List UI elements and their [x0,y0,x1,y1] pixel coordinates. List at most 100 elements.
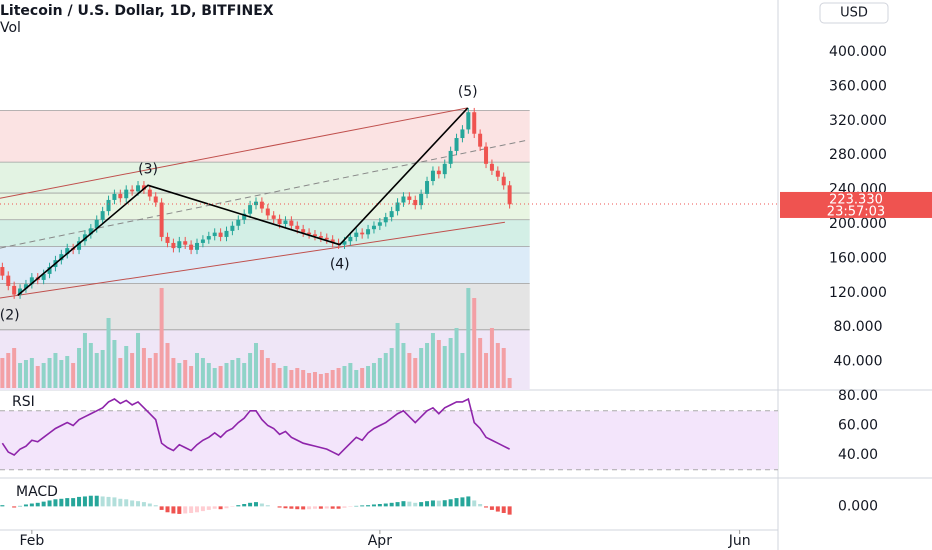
y-tick-label: 360.000 [829,78,887,94]
volume-bar [41,363,46,388]
macd-histogram-bar [88,495,93,507]
macd-histogram-bar [425,501,430,507]
volume-bar [366,366,371,388]
candle-body [0,267,5,276]
macd-histogram-bar [106,496,111,507]
volume-bar [425,343,430,388]
volume-bar [82,333,87,388]
volume-bar [501,348,506,388]
candle-body [395,202,400,212]
macd-histogram-bar [224,506,229,509]
macd-histogram-bar [65,498,70,507]
macd-histogram-bar [301,506,306,510]
candle-body [448,150,453,164]
candle-body [242,213,247,220]
volume-bar [159,288,164,388]
candle-body [12,285,17,295]
fib-band [0,219,530,247]
volume-bar [118,358,123,388]
macd-histogram-bar [478,504,483,507]
volume-bar [354,370,359,388]
volume-bar [23,360,28,388]
volume-bar [77,348,82,388]
macd-histogram-bar [366,505,371,507]
macd-histogram-bar [141,502,146,507]
candle-body [301,229,306,233]
macd-histogram-bar [35,502,40,507]
volume-bar [253,343,258,388]
volume-bar [436,340,441,388]
candle-body [230,225,235,231]
volume-bar [495,343,500,388]
volume-bar [478,338,483,388]
volume-bar [94,353,99,388]
macd-histogram-bar [430,500,435,507]
candle-body [94,219,99,229]
macd-histogram-bar [71,498,76,507]
volume-bar [100,350,105,388]
candle-body [307,232,312,235]
macd-histogram-bar [206,506,211,510]
macd-histogram-bar [147,503,152,507]
volume-bar [419,348,424,388]
currency-box [819,2,889,24]
candle-body [41,273,46,280]
candle-body [100,211,105,220]
macd-histogram-bar [23,504,28,507]
volume-bar [489,328,494,388]
macd-histogram-bar [195,506,200,513]
volume-bar [348,363,353,388]
candle-body [212,232,217,237]
candle-body [171,242,176,249]
candle-body [324,237,329,240]
candle-body [195,242,200,250]
candle-body [277,218,282,225]
volume-bar [212,368,217,388]
volume-bar [407,353,412,388]
fib-band [0,329,530,390]
volume-bar [448,338,453,388]
candle-body [442,163,447,175]
macd-histogram-bar [277,506,282,508]
macd-histogram-bar [454,498,459,507]
rsi-line [1,397,510,456]
volume-bar [141,348,146,388]
volume-bar [289,370,294,388]
macd-histogram-bar [29,503,34,507]
y-tick-label: 280.000 [829,147,887,163]
volume-bar [0,358,5,388]
candle-body [106,199,111,212]
chart-title: Litecoin / U.S. Dollar, 1D, BITFINEX [0,3,274,19]
candle-body [289,220,294,226]
macd-histogram-bar [312,506,317,509]
candle-body [495,170,500,177]
volume-bar [383,353,388,388]
macd-histogram-bar [0,505,5,507]
volume-bar [59,360,64,388]
macd-title: MACD [16,484,58,500]
macd-histogram-bar [177,506,182,514]
x-tick-label: Apr [368,533,392,549]
candle-body [189,244,194,250]
candle-body [200,239,205,243]
candle-body [283,220,288,225]
volume-bar [147,358,152,388]
y-tick-label: 400.000 [829,44,887,60]
candle-body [6,275,11,286]
macd-histogram-bar [318,506,323,509]
volume-bar [88,343,93,388]
volume-bar [507,378,512,388]
candle-body [112,193,117,200]
candle-body [177,241,182,249]
volume-bar [472,298,477,388]
volume-bar [153,353,158,388]
countdown: 23:57:03 [827,204,885,219]
volume-bar [106,318,111,388]
macd-histogram-bar [248,502,253,507]
macd-histogram-bar [377,504,382,507]
volume-bar [336,368,341,388]
wave-label: (4) [330,257,350,273]
candle-body [147,189,152,197]
y-tick-label: 120.000 [829,285,887,301]
subtitle: Vol [0,20,21,36]
